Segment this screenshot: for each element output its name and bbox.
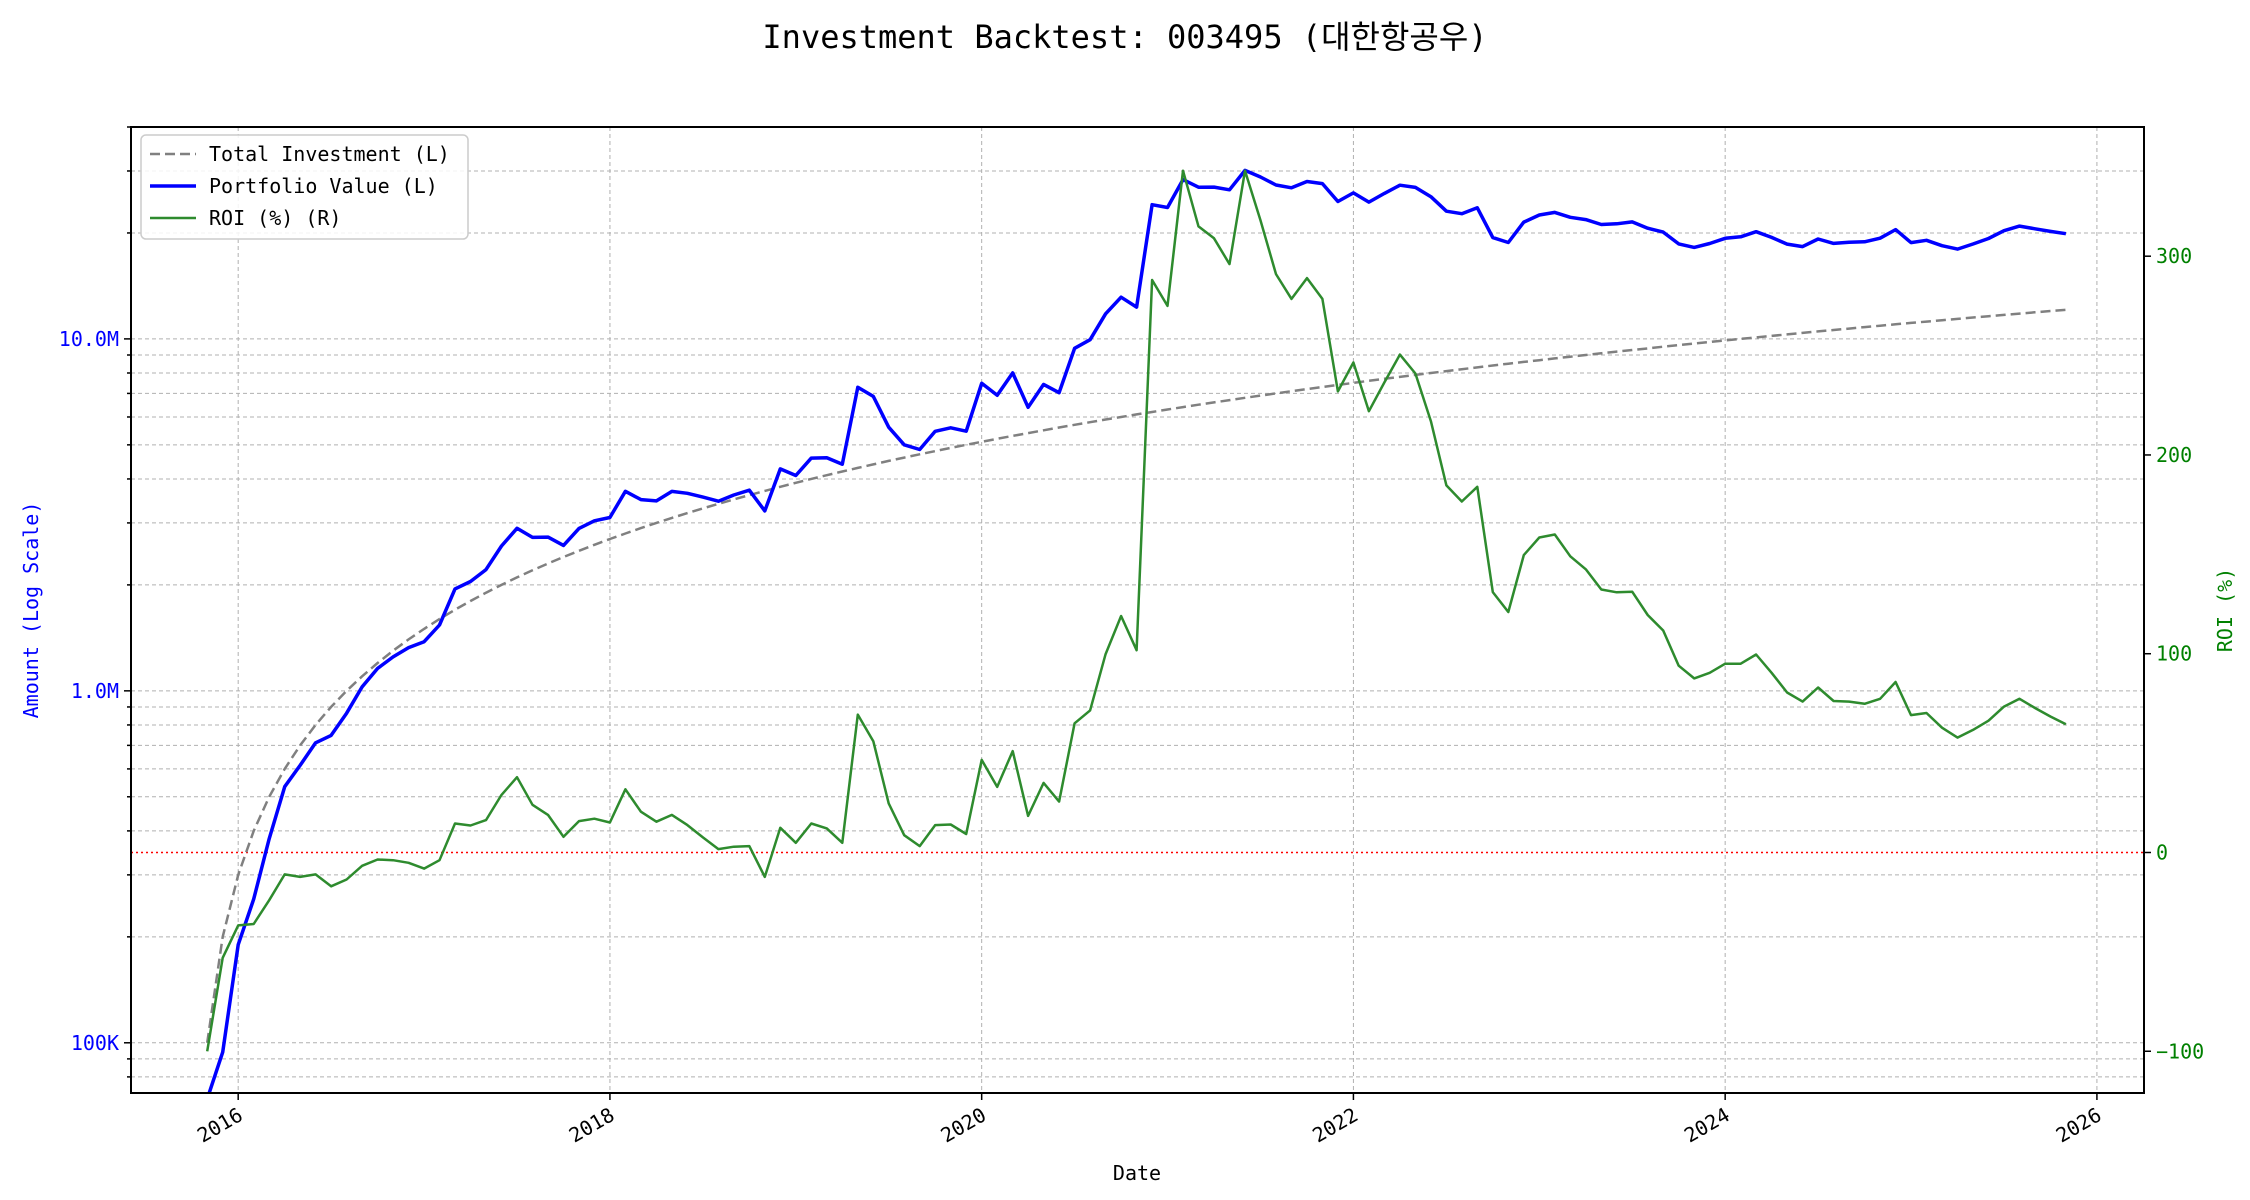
y-tick-label-right: 0 <box>2156 840 2168 864</box>
y-tick-label-right: 100 <box>2156 642 2192 666</box>
y-tick-label-right: 200 <box>2156 443 2192 467</box>
y-tick-label-right: −100 <box>2156 1039 2204 1063</box>
y-axis-label-right: ROI (%) <box>2213 568 2237 652</box>
y-tick-label-left: 1.0M <box>71 679 119 703</box>
y-tick-label-left: 10.0M <box>59 327 119 351</box>
x-tick-label: 2016 <box>193 1103 247 1148</box>
chart-title: Investment Backtest: 003495 (대한항공우) <box>762 18 1487 56</box>
x-tick-label: 2020 <box>936 1103 990 1148</box>
y-tick-label-left: 100K <box>71 1031 119 1055</box>
series-line-portfolio-value <box>207 168 2067 1093</box>
legend-label: ROI (%) (R) <box>209 206 341 230</box>
series-line-roi <box>205 169 2067 1052</box>
legend-label: Total Investment (L) <box>209 142 450 166</box>
x-axis-label: Date <box>1113 1161 1161 1185</box>
legend: Total Investment (L) Portfolio Value (L) R… <box>140 134 469 240</box>
plot-frame <box>130 126 2145 1094</box>
series-line-total-investment <box>205 308 2066 1043</box>
legend-label: Portfolio Value (L) <box>209 174 438 198</box>
legend-box <box>140 134 469 240</box>
plot-area <box>131 168 2144 1093</box>
x-tick-label: 2022 <box>1308 1103 1362 1148</box>
y-axis-label-left: Amount (Log Scale) <box>19 502 43 719</box>
x-tick-label: 2018 <box>565 1103 619 1148</box>
grid <box>131 126 2144 1093</box>
x-tick-label: 2024 <box>1680 1103 1734 1148</box>
y-tick-label-right: 300 <box>2156 244 2192 268</box>
x-tick-label: 2026 <box>2052 1103 2106 1148</box>
